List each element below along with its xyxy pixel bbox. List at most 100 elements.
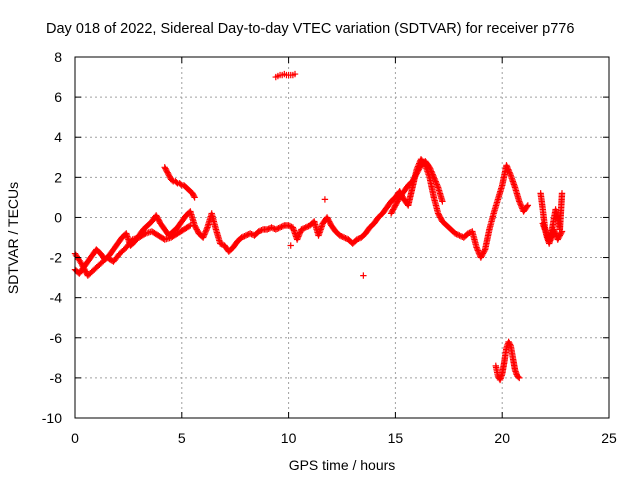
data-point [246,230,254,237]
data-point [558,190,566,197]
data-point [503,163,511,170]
series-lower_band [71,222,194,279]
data-point [338,232,345,240]
data-point [295,232,303,239]
data-point [506,341,514,348]
x-tick-label: 0 [71,430,79,446]
data-point [428,168,435,175]
data-point [177,181,184,188]
data-point [265,225,272,233]
data-point [191,194,198,201]
data-point [202,228,209,235]
x-tick-label: 25 [601,430,617,446]
data-point [336,232,344,239]
data-point [430,172,437,180]
data-point [201,230,209,237]
data-point [473,245,481,253]
data-point [168,177,176,184]
data-point [295,233,302,240]
data-point [296,230,303,237]
data-point [342,234,349,242]
data-point [321,196,329,203]
data-point [286,222,294,230]
data-point [505,167,513,175]
data-point [427,166,434,174]
data-point [173,179,180,186]
series-segment_22h_lower [539,220,566,247]
data-point [200,232,207,240]
y-tick-label: 2 [54,169,62,185]
data-point [141,231,148,238]
data-point [558,228,566,235]
data-point [294,234,301,242]
data-point [190,192,198,200]
y-axis-label: SDTVAR / TECUs [5,182,21,294]
data-point [515,373,522,381]
data-point [302,224,309,231]
data-point [296,229,304,236]
data-point [264,226,271,233]
data-point [217,240,224,247]
data-point [524,202,532,209]
data-point [433,181,441,188]
data-point [274,225,281,233]
data-point [185,223,193,230]
data-point [505,166,512,173]
data-point [429,171,436,178]
data-point [428,169,436,177]
chart-title: Day 018 of 2022, Sidereal Day-to-day VTE… [46,21,574,37]
data-point [481,247,488,255]
data-point [473,244,480,251]
data-point [340,234,348,241]
data-point [433,179,440,187]
y-tick-label: -8 [50,370,63,386]
data-point [269,224,277,232]
data-point [517,201,524,208]
data-point [272,226,279,233]
series-segment_15h [387,158,446,217]
data-point [201,231,208,238]
data-point [426,165,434,172]
data-point [516,199,524,207]
data-point [506,169,513,176]
data-point [431,175,438,182]
data-point [523,203,531,210]
data-point [279,222,287,230]
data-point [293,236,301,243]
data-point [452,230,459,237]
x-axis-label: GPS time / hours [289,457,396,473]
data-point [432,178,439,185]
data-point [453,230,460,238]
data-point [287,242,294,249]
x-tick-label: 5 [178,430,186,446]
data-point [199,234,207,241]
data-point [456,232,463,239]
data-point [258,226,265,234]
plot-frame [74,56,610,419]
series-outlier_low [492,338,523,384]
data-point [238,234,245,241]
data-point [506,170,514,178]
data-point [558,229,565,237]
data-point [218,240,225,248]
y-tick-labels: -10 -8 -6 -4 -2 0 2 4 6 8 [42,49,62,426]
data-point [516,374,523,382]
data-point [242,232,250,239]
y-tick-label: 6 [54,89,62,105]
series-isolated [287,196,367,279]
data-point [203,227,210,234]
data-point [268,224,275,231]
axis-ticks [74,56,610,419]
y-tick-label: 4 [54,129,62,145]
y-tick-label: -2 [50,250,63,266]
data-point [303,223,311,231]
data-point [551,228,559,236]
data-point [355,235,362,243]
data-point [516,198,523,205]
data-point [241,232,248,240]
data-point [203,225,211,233]
x-tick-label: 10 [281,430,297,446]
data-point [339,233,346,241]
data-point [503,162,510,169]
